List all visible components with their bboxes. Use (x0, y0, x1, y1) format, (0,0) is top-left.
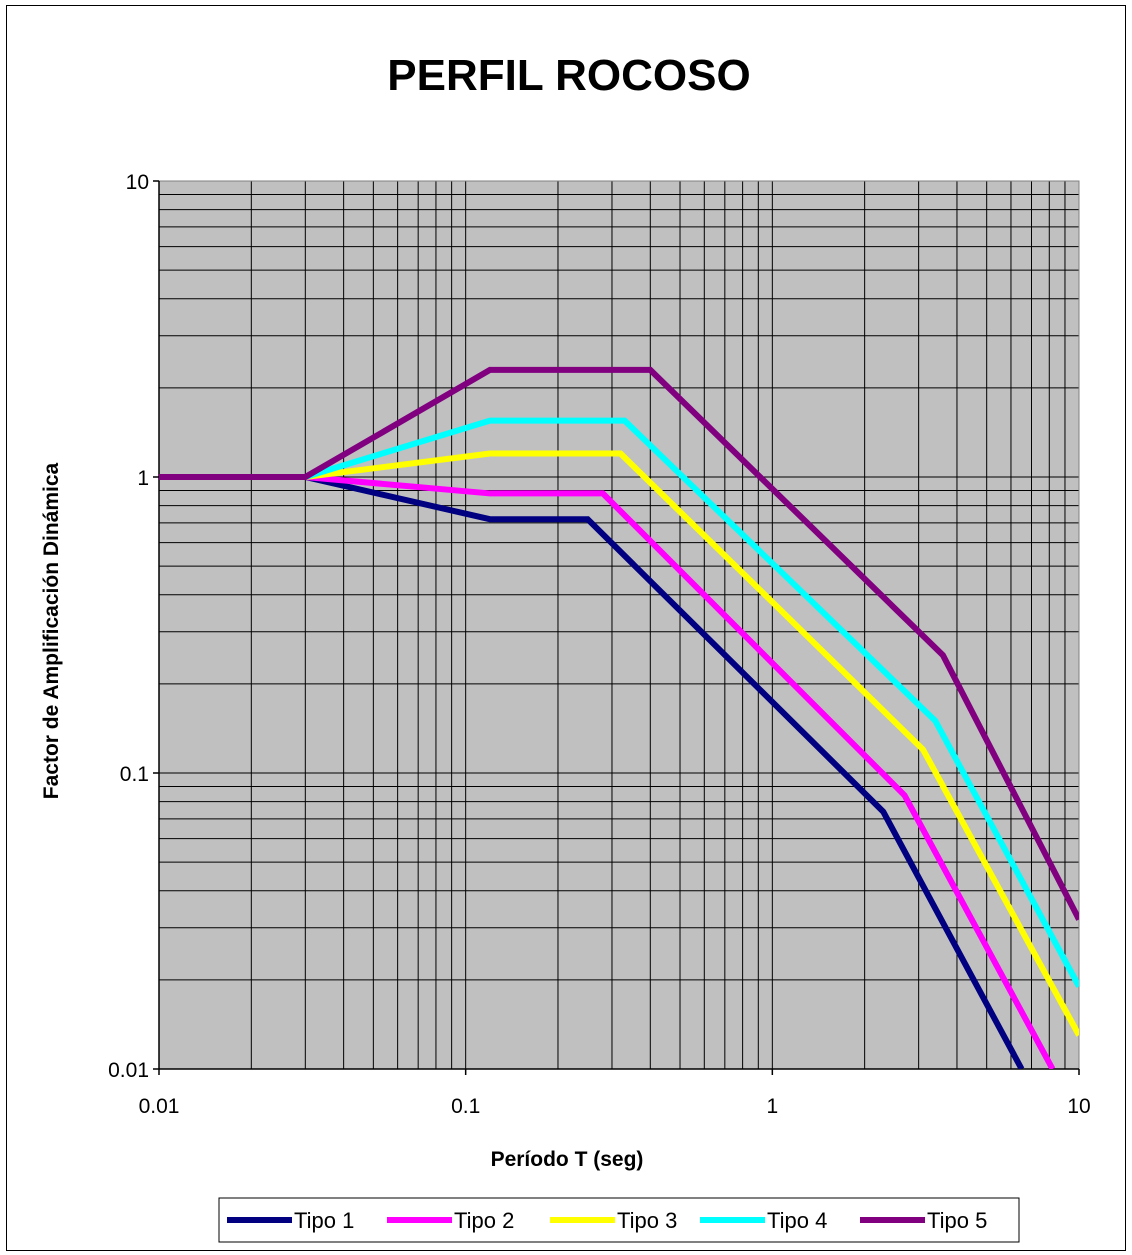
x-tick-label: 0.01 (139, 1095, 180, 1118)
legend-label-tipo-5: Tipo 5 (927, 1208, 987, 1233)
x-tick-label: 10 (1067, 1095, 1090, 1118)
legend-label-tipo-4: Tipo 4 (767, 1208, 827, 1233)
y-axis-title: Factor de Amplificación Dinámica (40, 462, 63, 799)
x-tick-label: 1 (766, 1095, 778, 1118)
x-tick-label: 0.1 (451, 1095, 480, 1118)
plot-background (159, 181, 1079, 1069)
y-tick-label: 10 (126, 171, 149, 194)
legend-label-tipo-3: Tipo 3 (617, 1208, 677, 1233)
legend: Tipo 1 Tipo 2 Tipo 3 Tipo 4 Tipo 5 (218, 1197, 1020, 1243)
y-tick-label: 1 (137, 467, 149, 490)
x-axis-title: Período T (seg) (491, 1148, 644, 1171)
y-tick-label: 0.1 (120, 763, 149, 786)
legend-label-tipo-2: Tipo 2 (454, 1208, 514, 1233)
chart-svg: PERFIL ROCOSO 0.01 0.1 1 10 0.01 0.1 1 10 Perío… (40, 51, 1091, 1243)
y-tick-label: 0.01 (108, 1059, 149, 1082)
chart-title: PERFIL ROCOSO (387, 51, 750, 100)
chart-frame: PERFIL ROCOSO 0.01 0.1 1 10 0.01 0.1 1 10 Perío… (6, 5, 1126, 1251)
series-group (159, 366, 1079, 1069)
legend-label-tipo-1: Tipo 1 (294, 1208, 354, 1233)
plot-area: 0.01 0.1 1 10 0.01 0.1 1 10 (108, 171, 1091, 1118)
series-line-tipo-5 (159, 366, 1079, 921)
